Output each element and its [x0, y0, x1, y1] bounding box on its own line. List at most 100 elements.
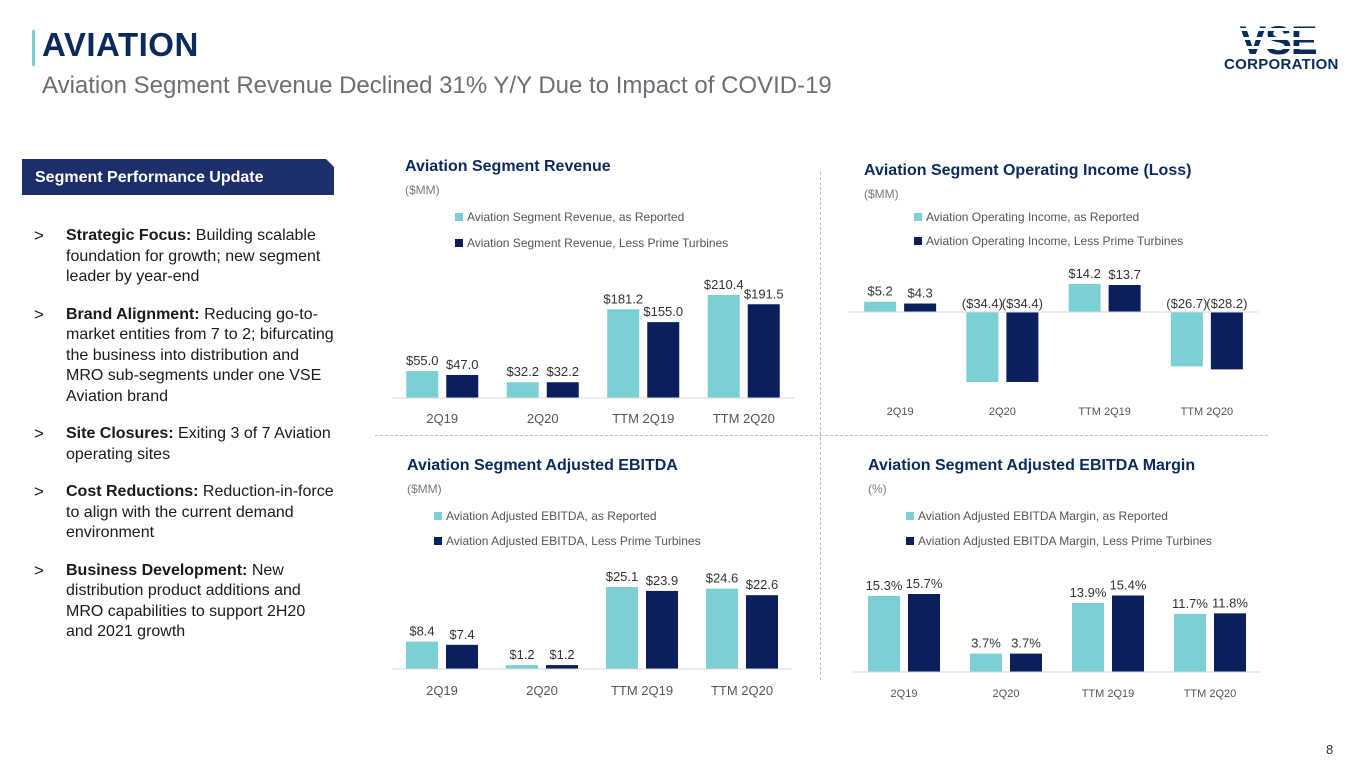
data-label: $24.6	[706, 571, 739, 586]
chart-title: Aviation Segment Revenue	[405, 158, 611, 175]
chart-unit: (%)	[868, 482, 887, 496]
bullet-text: New distribution product additions and M…	[66, 561, 306, 641]
adjusted-ebitda-chart: Aviation Segment Adjusted EBITDA ($MM) A…	[392, 457, 807, 707]
bar	[506, 665, 538, 669]
page-title: AVIATION	[42, 26, 199, 63]
data-label: $32.2	[506, 364, 539, 379]
legend-swatch	[455, 213, 463, 221]
bar	[1108, 284, 1141, 312]
page-number: 8	[1326, 742, 1334, 757]
category-label: TTM 2Q19	[1078, 406, 1131, 418]
category-label: TTM 2Q20	[1181, 406, 1234, 418]
data-label: $5.2	[867, 284, 892, 299]
revenue-chart: Aviation Segment Revenue ($MM) Aviation …	[392, 158, 805, 433]
data-label: $32.2	[546, 364, 579, 379]
category-label: 2Q19	[887, 406, 914, 418]
data-label: $1.2	[549, 647, 574, 662]
data-label: ($34.4)	[1002, 296, 1043, 311]
bar	[406, 641, 438, 669]
bar	[1068, 284, 1101, 312]
bar	[746, 595, 778, 669]
data-label: 3.7%	[1011, 636, 1041, 651]
chart-unit: ($MM)	[407, 482, 442, 496]
vertical-divider	[820, 172, 821, 680]
bar	[908, 594, 940, 672]
adjusted-ebitda-margin-chart: Aviation Segment Adjusted EBITDA Margin …	[853, 457, 1268, 707]
bar	[546, 382, 579, 398]
data-label: ($34.4)	[962, 296, 1003, 311]
bullet-text: Reduction-in-force to align with the cur…	[66, 483, 334, 541]
chart-title: Aviation Segment Operating Income (Loss)	[864, 162, 1192, 179]
data-label: $181.2	[603, 291, 643, 306]
category-label: TTM 2Q19	[612, 411, 674, 426]
bar	[446, 644, 478, 669]
bar	[646, 590, 678, 669]
bullet-text: Reducing go-to-market entities from 7 to…	[66, 305, 334, 405]
bullet-arrow-icon: >	[34, 304, 44, 324]
bar	[1214, 613, 1246, 672]
bullet-brand-alignment: > Brand Alignment: Reducing go-to-market…	[34, 305, 334, 408]
bar	[970, 653, 1002, 672]
data-label: $8.4	[409, 624, 434, 639]
legend-entry: Aviation Adjusted EBITDA Margin, as Repo…	[918, 509, 1168, 523]
data-label: 15.3%	[866, 578, 903, 593]
legend-entry: Aviation Operating Income, as Reported	[926, 210, 1139, 224]
data-label: $7.4	[449, 627, 474, 642]
bar	[406, 371, 439, 398]
bullet-lead: Brand Alignment:	[66, 305, 200, 323]
data-label: $23.9	[646, 573, 679, 588]
bar	[1210, 312, 1243, 370]
bullet-arrow-icon: >	[34, 560, 44, 580]
segment-banner-label: Segment Performance Update	[35, 169, 264, 186]
data-label: 15.4%	[1110, 577, 1147, 592]
bullet-arrow-icon: >	[34, 482, 44, 501]
chart-svg: Aviation Adjusted EBITDA, as Reported Avi…	[392, 509, 792, 698]
category-label: 2Q20	[526, 683, 558, 698]
bar	[868, 595, 900, 672]
bullet-business-development: > Business Development: New distribution…	[34, 561, 334, 643]
bar	[904, 303, 937, 312]
bullet-lead: Cost Reductions:	[66, 483, 199, 500]
legend-swatch	[434, 537, 442, 545]
bar	[546, 665, 578, 669]
bar	[706, 588, 738, 669]
legend-entry: Aviation Adjusted EBITDA Margin, Less Pr…	[918, 534, 1212, 548]
bullet-strategic-focus: > Strategic Focus: Building scalable fou…	[34, 226, 334, 288]
data-label: 15.7%	[906, 576, 943, 591]
operating-income-chart: Aviation Segment Operating Income (Loss)…	[849, 162, 1264, 437]
category-label: 2Q19	[426, 683, 458, 698]
legend-entry: Aviation Segment Revenue, Less Prime Tur…	[467, 236, 728, 250]
data-label: $155.0	[643, 304, 683, 319]
data-label: $4.3	[907, 286, 932, 301]
bullet-list: > Strategic Focus: Building scalable fou…	[34, 226, 334, 660]
bullet-arrow-icon: >	[34, 424, 44, 443]
bar	[446, 374, 479, 398]
legend-entry: Aviation Operating Income, Less Prime Tu…	[926, 234, 1183, 248]
title-accent-bar	[32, 30, 35, 66]
category-label: TTM 2Q19	[1082, 688, 1135, 700]
data-label: ($28.2)	[1206, 296, 1247, 311]
bar	[864, 301, 897, 312]
category-label: TTM 2Q20	[713, 411, 775, 426]
chart-title: Aviation Segment Adjusted EBITDA Margin	[868, 457, 1196, 474]
data-label: $1.2	[509, 647, 534, 662]
data-label: ($26.7)	[1166, 296, 1207, 311]
legend-swatch	[906, 512, 914, 520]
bar	[707, 295, 740, 398]
category-label: 2Q20	[527, 411, 559, 426]
category-label: 2Q20	[993, 688, 1020, 700]
data-label: $14.2	[1068, 266, 1101, 281]
bar	[607, 309, 640, 398]
category-label: TTM 2Q19	[611, 683, 673, 698]
bullet-text: Exiting 3 of 7 Aviation operating sites	[66, 425, 331, 463]
vse-logo: VSE	[1222, 19, 1334, 63]
data-label: $13.7	[1108, 267, 1141, 282]
category-label: TTM 2Q20	[711, 683, 773, 698]
data-label: 3.7%	[971, 636, 1001, 651]
chart-svg: Aviation Segment Revenue, as Reported Avi…	[392, 210, 794, 426]
bar	[1006, 312, 1039, 382]
bullet-arrow-icon: >	[34, 226, 44, 245]
logo-main-text: VSE	[1239, 19, 1316, 63]
category-label: TTM 2Q20	[1184, 688, 1237, 700]
chart-unit: ($MM)	[864, 187, 899, 201]
